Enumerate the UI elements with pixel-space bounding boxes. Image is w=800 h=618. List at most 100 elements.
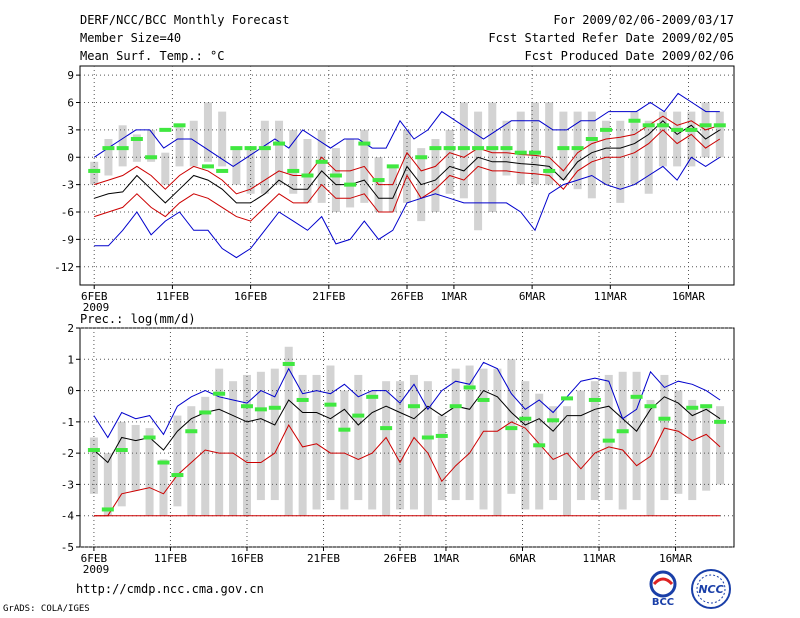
spread-box [431,139,440,212]
observed-marker [686,405,699,410]
spread-box [674,390,683,494]
spread-box [587,111,596,199]
y-tick-label: 0 [67,385,74,398]
observed-marker [421,435,434,440]
spread-box [409,374,418,510]
spread-box [474,111,483,231]
source-url[interactable]: http://cmdp.ncc.cma.gov.cn [76,582,264,596]
observed-marker [358,141,371,146]
observed-marker [457,146,470,151]
observed-marker [477,397,490,402]
header-right: For 2009/02/06-2009/03/17 Fcst Started R… [488,11,734,65]
observed-marker [714,419,727,424]
panel-title: Prec.: log(mm/d) [80,312,196,326]
y-tick-label: -9 [61,233,74,246]
spread-box [423,381,432,516]
spread-box [242,374,251,516]
spread-box [493,368,502,516]
series-line-ensemble-mean [93,389,721,464]
observed-marker [366,394,379,399]
variable-label: Mean Surf. Temp.: °C [80,49,225,63]
observed-marker [254,407,267,412]
observed-marker [199,410,212,415]
observed-marker [600,127,613,132]
spread-box [298,374,307,516]
spread-box [545,102,554,185]
observed-marker [282,361,295,366]
spread-box [451,368,460,501]
observed-marker [671,127,684,132]
y-tick-label: -3 [61,478,74,491]
x-tick-label: 6FEB [81,290,108,303]
y-tick-label: 2 [67,322,74,335]
spread-box [388,166,397,212]
spread-box [147,129,156,162]
spread-box [576,390,585,501]
x-tick-label: 16MAR [659,552,692,565]
observed-marker [486,146,499,151]
observed-marker [449,404,462,409]
spread-box [549,406,558,501]
spread-box [521,381,530,510]
spread-box [535,393,544,510]
observed-marker [472,146,485,151]
spread-box [284,346,293,516]
observed-marker [656,123,669,128]
series-line-ensemble-mean [94,120,721,204]
observed-marker [171,473,184,478]
observed-marker [213,391,226,396]
y-tick-label: -6 [61,206,74,219]
spread-box [618,371,627,510]
spread-box [89,437,98,494]
observed-marker [658,416,671,421]
series-line-min [94,156,721,259]
spread-box [445,129,454,194]
observed-marker [201,164,214,169]
spread-box [312,374,321,510]
observed-marker [240,404,253,409]
spread-box [559,111,568,181]
y-tick-label: -5 [61,541,74,554]
x-tick-label: 6MAR [509,552,536,565]
x-year-label: 2009 [83,301,110,314]
spread-box [563,406,572,516]
series-line-lower-percentile [94,129,721,222]
observed-marker [338,427,351,432]
spread-box [354,374,363,501]
spread-box [616,120,625,203]
x-tick-label: 21FEB [307,552,340,565]
produced-date: Fcst Produced Date 2009/02/06 [524,49,734,63]
observed-marker [557,146,570,151]
spread-box [658,111,667,167]
spread-box [215,368,224,516]
spread-box [229,381,238,516]
spread-box [303,139,312,203]
spread-box [232,148,241,185]
observed-marker [296,397,309,402]
observed-marker [324,402,337,407]
spread-box [716,406,725,485]
observed-marker [101,507,114,512]
spread-box [289,129,298,194]
x-tick-label: 16FEB [234,290,267,303]
observed-marker [543,168,556,173]
spread-box [203,102,212,162]
spread-box [331,148,340,212]
observed-marker [258,146,271,151]
spread-box [715,111,724,158]
observed-marker [372,178,385,183]
bcc-logo-text: BCC [652,597,674,608]
observed-marker [116,146,129,151]
x-tick-label: 16FEB [230,552,263,565]
spread-box [145,428,154,516]
spread-box [573,111,582,190]
spread-box [159,459,168,516]
observed-marker [145,155,158,160]
member-size: Member Size=40 [80,31,182,45]
spread-box [189,120,198,167]
x-tick-label: 6FEB [81,552,108,565]
observed-marker [505,426,518,431]
y-tick-label: 9 [67,69,74,82]
observed-marker [713,123,726,128]
